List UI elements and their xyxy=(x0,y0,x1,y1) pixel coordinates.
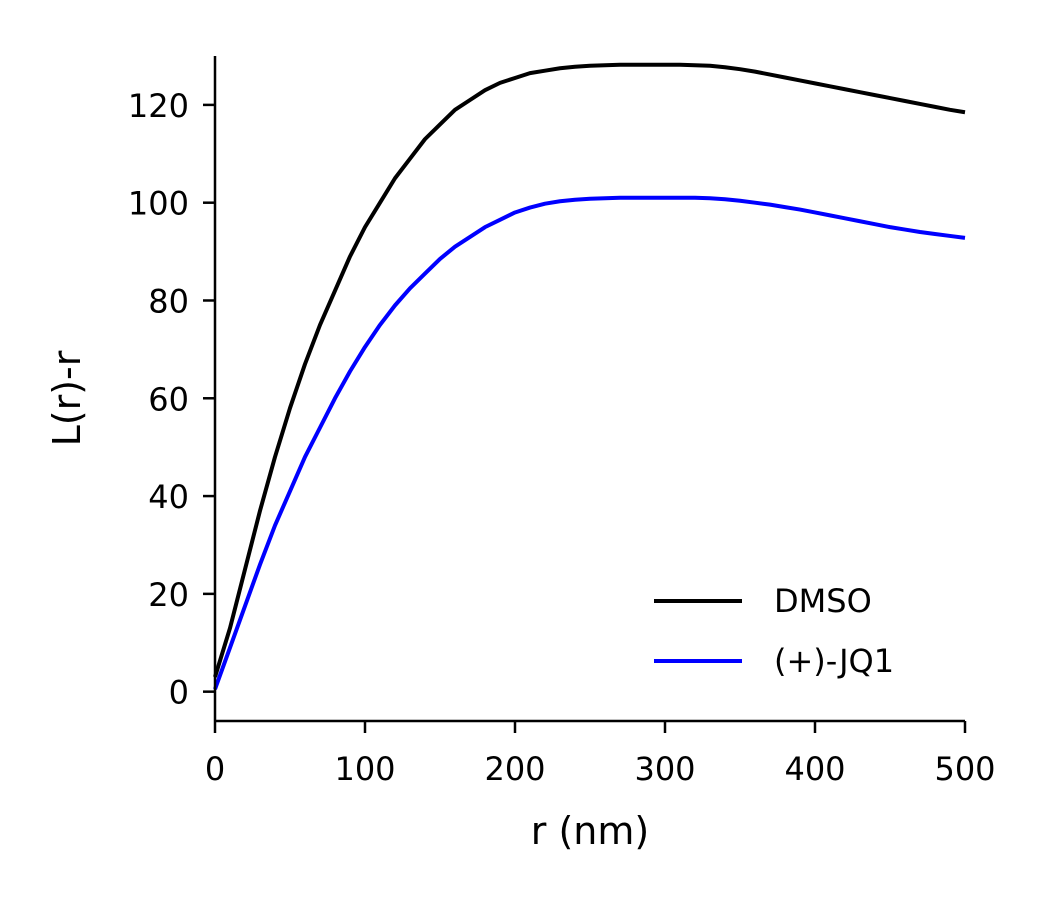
y-tick-label: 20 xyxy=(148,576,189,614)
series-line-dmso xyxy=(213,62,966,678)
x-tick-label: 0 xyxy=(205,750,225,788)
axes-layer: 0 100 200 300 400 500 0 20 40 60 80 100 120 xyxy=(128,56,996,788)
legend: DMSO (+)-JQ1 xyxy=(654,582,894,680)
y-tick-label: 40 xyxy=(148,478,189,516)
x-tick-label: 300 xyxy=(634,750,695,788)
legend-label-dmso: DMSO xyxy=(774,582,872,620)
x-axis-title: r (nm) xyxy=(531,809,649,853)
series-line-jq1 xyxy=(213,195,966,690)
x-tick-label: 400 xyxy=(784,750,845,788)
y-tick-label: 0 xyxy=(169,674,189,712)
y-tick-label: 100 xyxy=(128,185,189,223)
y-tick-label: 120 xyxy=(128,87,189,125)
y-tick-label: 60 xyxy=(148,380,189,418)
x-tick-label: 500 xyxy=(934,750,995,788)
legend-label-jq1: (+)-JQ1 xyxy=(774,642,894,680)
x-tick-label: 200 xyxy=(484,750,545,788)
y-axis-title: L(r)-r xyxy=(45,350,89,446)
y-tick-label: 80 xyxy=(148,282,189,320)
x-tick-label: 100 xyxy=(334,750,395,788)
series-layer xyxy=(213,62,966,690)
